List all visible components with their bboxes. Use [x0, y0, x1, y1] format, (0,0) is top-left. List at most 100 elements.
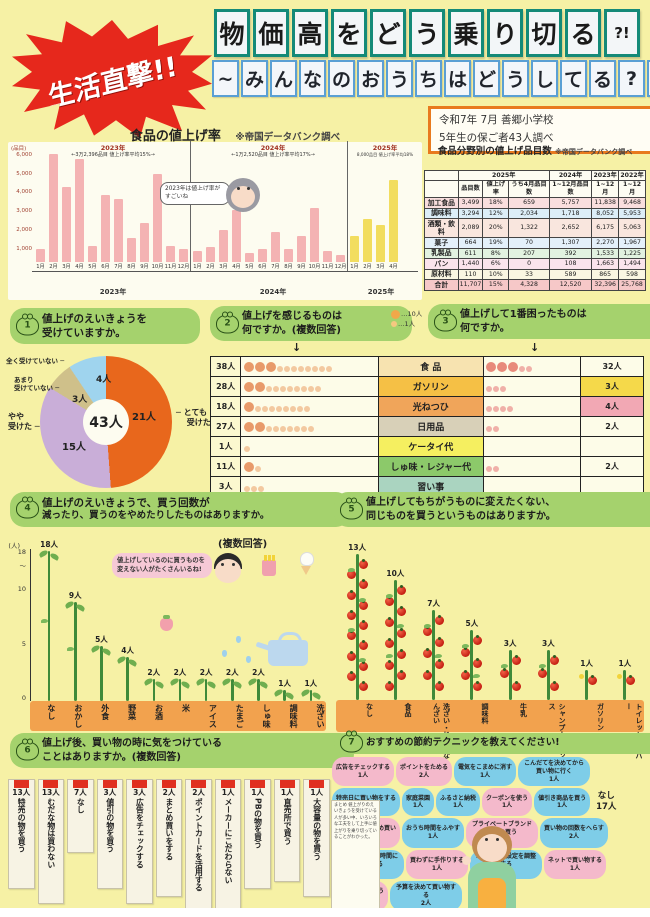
count-label: 2人: [173, 668, 187, 677]
bar-slot: 4月: [230, 141, 243, 271]
cell: 2,652: [548, 218, 593, 239]
one-dot: [272, 426, 279, 432]
price-tag-strip: 3人 広告をチェックする: [126, 779, 153, 904]
one-dot: [293, 426, 300, 432]
stem: [579, 670, 598, 715]
leaf: [153, 680, 165, 689]
price-chart-panel: (品目) 6,000 5,000 4,000 3,000 2,000 1,000 2023…: [8, 141, 422, 300]
tip-bubble: なし 17人: [592, 788, 620, 816]
table-row: 乳製品 611 8% 207 392 1,533 1,225: [424, 247, 646, 260]
summary-note: まとめ 値上がりのえいきょうを受けている人が多い中、いろいろな工夫をして上手に値…: [331, 800, 380, 910]
table-row: 調味料 3,294 12% 2,034 1,718 8,052 5,953: [424, 207, 646, 220]
leaf: [49, 552, 60, 561]
survey-row: 38人 食 品 32人: [209, 356, 644, 377]
tomato-icon: [511, 655, 521, 665]
title-tile: を: [331, 9, 367, 57]
one-dot: [286, 426, 293, 432]
price-tag-strip: 1人 メーカーにこだわらない: [214, 779, 242, 909]
count-label: 7人: [74, 788, 87, 797]
tip-count: 2人: [568, 833, 580, 841]
tip-bubble: 買わずに手作りする 1人: [406, 849, 469, 880]
tomato-icon: [423, 626, 433, 636]
stem: [169, 677, 191, 701]
tomato-icon: [358, 599, 368, 610]
x-tick-label: 3月: [376, 264, 385, 270]
stem: [346, 554, 368, 700]
cell: 6,175: [591, 218, 620, 239]
x-axis-line: [32, 271, 418, 272]
cell: 8,052: [591, 207, 620, 220]
cell: 865: [591, 268, 620, 281]
bar-slot: 11月: [321, 141, 334, 271]
tomato-icon: [626, 675, 636, 685]
y-tick-label: 6,000: [16, 152, 32, 158]
cell: 1,718: [548, 207, 593, 220]
x-tick-label: 12月: [334, 264, 347, 270]
tip-count: 17人: [596, 802, 617, 813]
bar-group: 1月 2月 3月 4月: [347, 141, 400, 271]
softserve-icon: [300, 552, 314, 575]
q1-header: 1 値上げのえいきょうを 受けていますか。: [10, 308, 200, 345]
tomato-icon: [358, 640, 368, 651]
bar-slot: 3月: [60, 141, 73, 271]
one-dot: [282, 406, 289, 412]
bar-slot: 6月: [99, 141, 112, 271]
cell: 1,225: [618, 247, 646, 260]
bar-slot: 7月: [112, 141, 125, 271]
x-tick-label: 7月: [271, 264, 280, 270]
tag-cap: [13, 780, 29, 788]
tip-bubble: 家庭菜園 1人: [402, 788, 435, 817]
tag-label: PBの物を買う: [253, 798, 263, 849]
tomato-icon: [346, 609, 356, 620]
year-header: 2022年: [618, 170, 646, 181]
tip-count: 2人: [418, 771, 430, 779]
sprout: 1人: [272, 678, 298, 701]
tomato-icon: [396, 649, 406, 659]
tomato-icon: [346, 630, 356, 641]
title-tile: り: [487, 9, 523, 57]
tip-bubble: 値引き商品を買う 1人: [534, 788, 591, 817]
stem: [617, 670, 636, 715]
stem: [38, 549, 60, 701]
leaf: [75, 603, 86, 612]
q1-label-very: ─ とても 受けた: [176, 408, 211, 427]
row-label: 乳製品: [424, 247, 459, 260]
tomato-icon: [396, 670, 406, 681]
category-label: 外食: [100, 704, 110, 720]
one-dot: [268, 406, 275, 412]
ten-dot: [243, 382, 254, 392]
q2-count: 38人: [209, 356, 242, 377]
cell: 3,294: [457, 207, 484, 220]
bar-slot: 4月: [73, 141, 86, 271]
sprout: 18人: [36, 539, 62, 701]
tag-cap: [102, 780, 118, 788]
price-tag-strip: 1人 PBの物を買う: [244, 779, 271, 890]
category-label: 食品: [404, 703, 412, 717]
q5-soil-strip: なし 食品 洗ざい・じゅうなんざい 調味料 牛乳 シャンプー・リンス ガソリン トイレットペー…: [336, 700, 644, 759]
one-dot: [296, 406, 303, 412]
subtitle-tile: ん: [270, 60, 297, 97]
tag-label: 特売の物を買う: [17, 798, 27, 853]
q3-count: 2人: [580, 416, 644, 437]
tip-bubble: 買い物の回数をへらす 2人: [540, 818, 608, 848]
bar-slot: 12月: [334, 141, 347, 271]
category-label: しゅ味: [262, 704, 272, 728]
leaf: [180, 680, 191, 689]
q1-total: 43人: [83, 399, 129, 445]
subtitle-tile: ち: [415, 60, 442, 97]
q1-label-little: あまり 受けていない ─: [14, 376, 60, 393]
one-dot: [297, 366, 304, 372]
chart-speech-bubble: 2023年は値上げ率がすごいね: [160, 182, 230, 206]
one-dot: [304, 366, 311, 372]
cell: 2,089: [457, 218, 484, 239]
table-row: パン 1,440 6% 0 108 1,663 1,494: [424, 258, 646, 270]
table-row: 合計 11,707 15% 4,328 12,520 32,396 25,768: [424, 279, 646, 291]
cell: 1,440: [457, 258, 484, 270]
cell: 589: [548, 268, 593, 281]
leaf: [347, 568, 355, 572]
tomato-icon: [473, 635, 483, 645]
flower-icon: [579, 674, 585, 679]
category-label: なし: [365, 703, 374, 717]
bar-slot: 8月: [282, 141, 295, 271]
count-label: 2人: [199, 668, 213, 677]
